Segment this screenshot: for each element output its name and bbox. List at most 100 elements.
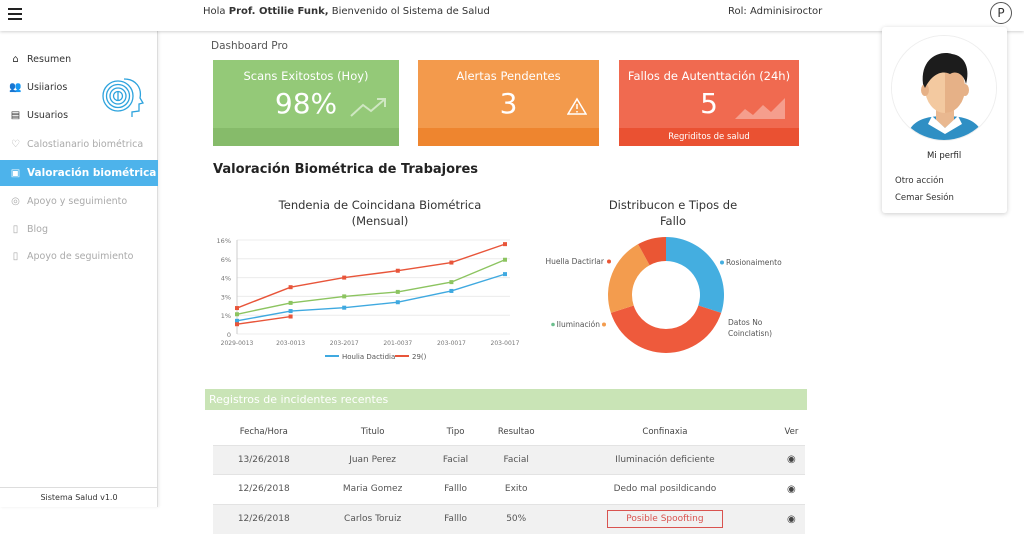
data-point: [449, 288, 454, 293]
trend-up-icon: [350, 98, 386, 117]
x-tick-label: 2029-0013: [221, 340, 254, 347]
menu-item-cerrar-sesion[interactable]: Cemar Sesión: [895, 193, 954, 203]
dashboard-title: Dashboard Pro: [211, 40, 288, 52]
profile-dropdown: Mi perfil Otro acción Cemar Sesión: [882, 27, 1007, 213]
sidebar-item-usuarios[interactable]: ▤ Usuarios: [0, 102, 158, 128]
legend-dot: [607, 259, 611, 264]
menu-icon[interactable]: [8, 8, 22, 20]
data-point: [503, 257, 507, 262]
spoofing-badge: Posible Spoofting: [607, 510, 723, 528]
eye-icon[interactable]: ◉: [787, 454, 796, 466]
x-tick-label: 201-0037: [383, 340, 412, 347]
col-confianza: Confinaxia: [642, 427, 688, 438]
sidebar-item-label: Apoyo de seguimiento: [27, 250, 134, 262]
card-title: Scans Exitostos (Hoy): [243, 69, 369, 83]
col-titulo: Titulo: [360, 427, 385, 438]
card-alertas[interactable]: Alertas Pendentes 3: [418, 60, 599, 146]
menu-item-otro-accion[interactable]: Otro acción: [895, 176, 944, 186]
data-point: [342, 305, 347, 310]
user-role: Rol: Adminisiroctor: [728, 6, 823, 17]
series-line: [236, 273, 506, 322]
cell-confianza: Dedo mal posildicando: [552, 474, 778, 504]
sidebar-item-calostianario[interactable]: ♡ Calostianario biométrica: [0, 131, 158, 157]
cell-resultado: Exito: [480, 474, 553, 504]
slice-label-cont: Coinclatisn): [728, 329, 772, 338]
incidents-table: Fecha/Hora Titulo Tipo Resultao Confinax…: [213, 420, 805, 534]
data-point: [235, 312, 239, 317]
data-point: [235, 306, 239, 311]
version-label: Sistema Salud v1.0: [0, 487, 158, 507]
col-fecha: Fecha/Hora: [239, 427, 288, 438]
document-icon: ▯: [12, 223, 19, 235]
greeting-prefix: Hola: [203, 6, 229, 17]
cell-tipo: Falllo: [430, 503, 481, 534]
data-point: [503, 242, 507, 247]
y-tick-label: 4%: [221, 275, 231, 283]
sidebar-item-label: Calostianario biométrica: [27, 138, 144, 150]
series-line: [236, 243, 506, 309]
eye-icon[interactable]: ◉: [787, 483, 796, 495]
data-point: [395, 300, 400, 305]
cell-titulo: Juan Perez: [314, 444, 431, 475]
cell-resultado: 50%: [480, 503, 553, 534]
legend-label: Houlia Dactidia: [342, 353, 395, 361]
slice-label: Rosionaimento: [726, 258, 782, 267]
cell-confianza: Iluminación deficiente: [552, 444, 778, 475]
card-title: Fallos de Autenttación (24h): [627, 69, 791, 83]
sidebar-item-label: Blog: [27, 223, 48, 235]
sidebar-item-usiiarios[interactable]: 👥 Usiiarios: [0, 74, 158, 100]
col-resultado: Resultao: [497, 427, 535, 438]
card-value: 3: [499, 87, 518, 120]
pie-chart-title-text: Distribucon e Tipos de: [608, 198, 738, 212]
data-point: [342, 275, 347, 280]
area-chart-icon: [735, 98, 785, 119]
col-tipo: Tipo: [446, 427, 465, 438]
y-tick-label: 1%: [221, 312, 231, 320]
top-bar: Hola Prof. Ottilie Funk, Bienvenido ol S…: [0, 0, 1024, 31]
table-row: 12/26/2018 Maria Gomez Falllo Exito Dedo mal…: [213, 474, 805, 504]
avatar-button[interactable]: P: [990, 2, 1012, 24]
x-tick-label: 203-0017: [437, 340, 466, 347]
legend-label: 29(): [412, 353, 427, 361]
line-chart: 0 1% 3% 4% 6% 16% 2029-0013 203-0013 203-2017 201…: [217, 237, 520, 361]
slice-label: Iluminación: [557, 320, 601, 329]
pie-chart-title: Distribucon e Tipos de Fallo: [583, 197, 763, 229]
fingerprint-icon: ▣: [10, 167, 21, 179]
data-point: [503, 272, 507, 277]
sidebar-item-blog[interactable]: ▯ Blog: [0, 216, 158, 242]
donut-slice: [638, 237, 666, 266]
user-name: Prof. Ottilie Funk,: [228, 6, 329, 17]
view-cell: ◉: [777, 503, 805, 534]
card-title: Alertas Pendentes: [456, 69, 561, 83]
sidebar-item-apoyo-seguimiento[interactable]: ▯ Apoyo de seguimiento: [0, 243, 158, 269]
x-tick-label: 203-2017: [330, 340, 359, 347]
data-point: [235, 322, 239, 327]
sidebar-item-resumen[interactable]: ⌂ Resumen: [0, 46, 158, 72]
sidebar-item-valoracion[interactable]: ▣ Valoración biométrica: [0, 160, 158, 186]
eye-icon[interactable]: ◉: [787, 513, 796, 525]
users-icon: 👥: [9, 81, 22, 93]
sidebar-item-label: Resumen: [27, 53, 72, 65]
cell-fecha: 12/26/2018: [213, 503, 315, 534]
cell-titulo: Maria Gomez: [314, 474, 431, 504]
my-profile-link[interactable]: Mi perfil: [927, 151, 962, 161]
section-title: Valoración Biométrica de Trabajores: [213, 162, 479, 177]
cell-tipo: Facial: [430, 444, 481, 475]
card-fallos[interactable]: Fallos de Autenttación (24h) 5 Regridito…: [619, 60, 799, 146]
col-ver: Ver: [784, 427, 799, 438]
y-tick-label: 6%: [221, 256, 231, 264]
card-scans[interactable]: Scans Exitostos (Hoy) 98%: [213, 60, 399, 146]
pie-chart-subtitle: Fallo: [659, 214, 687, 228]
list-icon: ▤: [10, 109, 21, 121]
card-footer: [418, 128, 599, 146]
support-icon: ◎: [11, 195, 20, 207]
cell-confianza: Posible Spoofting: [552, 503, 778, 534]
data-point: [288, 300, 293, 305]
y-tick-label: 0: [227, 331, 231, 339]
donut-slice: [610, 305, 722, 354]
table-row: 13/26/2018 Juan Perez Facial Facial Iluminac…: [213, 444, 805, 475]
sidebar-item-apoyo[interactable]: ◎ Apoyo y seguimiento: [0, 188, 158, 214]
series-line: [236, 259, 506, 315]
user-avatar-illustration: [892, 36, 996, 140]
data-point: [288, 314, 293, 319]
